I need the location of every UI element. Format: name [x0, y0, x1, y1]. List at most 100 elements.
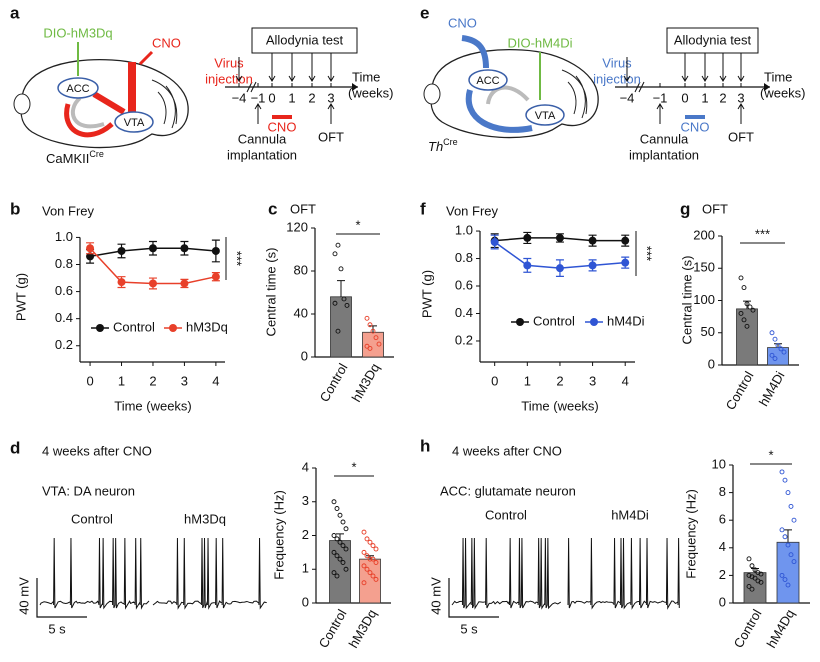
y-tick-label: 0.6: [55, 283, 73, 298]
arrow: [737, 103, 745, 124]
data-point: [741, 285, 747, 291]
data-point: [364, 566, 370, 572]
data-point: [335, 328, 341, 334]
gray-arrow: [70, 96, 105, 129]
panel-letter: e: [420, 3, 429, 22]
y-tick-label: 2: [302, 527, 309, 542]
data-point: [749, 586, 755, 592]
data-point: [782, 477, 788, 483]
y-tick-label: 4: [719, 539, 726, 554]
data-point: [746, 556, 752, 562]
data-point: [334, 536, 340, 542]
data-point: [148, 279, 157, 288]
legend-marker: [96, 324, 104, 332]
axis-arrowhead: [764, 83, 770, 91]
timeline-tick-label: −1: [251, 90, 266, 105]
injection-label: injection: [205, 71, 253, 86]
data-point: [775, 343, 781, 349]
y-tick-label: 120: [286, 219, 308, 234]
data-point: [370, 543, 376, 549]
timeline-tick-label: 3: [327, 90, 334, 105]
panel-letter: h: [420, 436, 430, 455]
data-point: [331, 570, 337, 576]
scale-bar-label: 5 s: [48, 621, 66, 636]
data-point: [361, 580, 367, 586]
timeline-tick-label: 0: [268, 90, 275, 105]
cannula-label: Cannula: [238, 131, 287, 146]
significance: *: [768, 447, 773, 462]
scale-bar-label: 40 mV: [16, 577, 31, 615]
x-tick-label: 1: [118, 373, 125, 388]
arrow: [288, 53, 296, 82]
arrow: [327, 53, 335, 82]
data-point: [738, 310, 744, 316]
scale-bar: [36, 578, 87, 618]
drug-label: CNO: [448, 15, 477, 30]
x-tick-label: 3: [589, 373, 596, 388]
data-point: [86, 244, 95, 253]
data-point: [344, 302, 350, 308]
data-point: [744, 301, 750, 307]
legend-marker: [590, 318, 598, 326]
olfactory-bulb: [423, 83, 441, 105]
cno-arrow: [138, 50, 154, 66]
data-point: [334, 553, 340, 559]
injection-label: Virus: [214, 55, 244, 70]
data-point: [758, 579, 764, 585]
timeline-tick-label: 3: [737, 90, 744, 105]
x-tick-label: 0: [86, 373, 93, 388]
treatment-label: CNO: [681, 119, 710, 134]
timeline-tick-label: −4: [232, 90, 247, 105]
arrow: [268, 53, 276, 82]
arrow: [737, 53, 745, 82]
data-point: [211, 272, 220, 281]
error-bar: [337, 280, 345, 297]
data-point: [779, 469, 785, 475]
trace-label: hM4Di: [611, 507, 649, 522]
y-axis-label: Frequency (Hz): [271, 490, 286, 580]
data-point: [738, 275, 744, 281]
x-tick-label: 3: [181, 373, 188, 388]
axis-label: Time: [764, 69, 792, 84]
data-point: [148, 244, 157, 253]
data-point: [370, 573, 376, 579]
data-point: [785, 582, 791, 588]
y-tick-label: 0: [719, 594, 726, 609]
data-point: [331, 549, 337, 555]
panel-letter: c: [268, 199, 277, 218]
data-point: [180, 244, 189, 253]
panel-e: e ACC VTA DIO-hM4Di CNO ThCre: [420, 3, 599, 154]
data-point: [621, 236, 630, 245]
significance: ***: [230, 251, 245, 266]
data-point: [367, 345, 373, 351]
data-point: [332, 251, 338, 257]
cerebellum: [151, 79, 178, 129]
injection-label: Virus: [602, 55, 632, 70]
data-point: [779, 572, 785, 578]
data-point: [779, 527, 785, 533]
cerebellum: [561, 69, 588, 119]
significance: *: [351, 459, 356, 474]
treatment-label: CNO: [268, 119, 297, 134]
test-label: Allodynia test: [674, 32, 752, 47]
arrow: [623, 57, 631, 82]
panel-letter: g: [680, 199, 690, 218]
data-point: [741, 317, 747, 323]
y-tick-label: 0.8: [455, 250, 473, 265]
y-tick-label: 0: [302, 594, 309, 609]
data-point: [337, 556, 343, 562]
y-tick-label: 3: [302, 493, 309, 508]
data-point: [588, 261, 597, 270]
data-point: [340, 543, 346, 549]
drug-label: CNO: [152, 35, 181, 50]
data-point: [367, 570, 373, 576]
region-label: VTA: [535, 110, 556, 122]
x-tick-label: hM4Di: [756, 369, 788, 409]
x-tick-label: 1: [524, 373, 531, 388]
legend-label: Control: [113, 319, 155, 334]
data-point: [555, 233, 564, 242]
y-tick-label: 50: [701, 324, 715, 339]
data-point: [490, 238, 499, 247]
arrow: [681, 53, 689, 82]
data-point: [523, 233, 532, 242]
